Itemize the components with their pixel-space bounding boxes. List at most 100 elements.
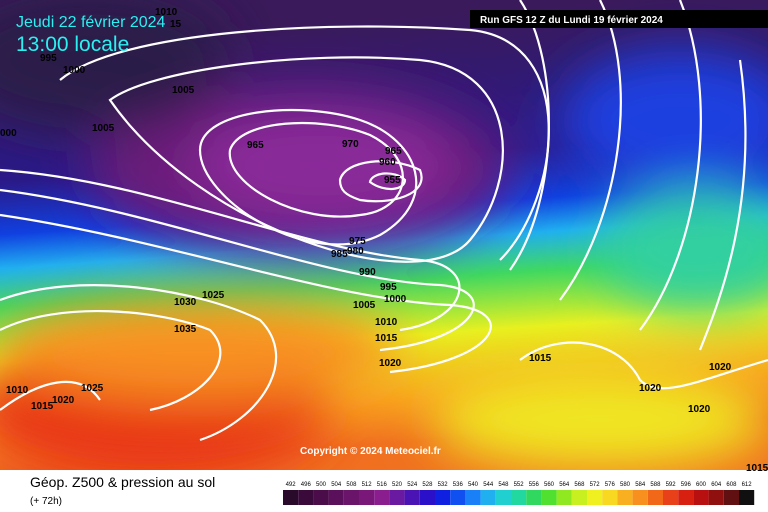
scale-swatch [283, 490, 299, 505]
scale-swatch [617, 490, 633, 505]
scale-swatch [419, 490, 435, 505]
scale-swatch [587, 490, 603, 505]
scale-label: 612 [742, 482, 753, 488]
isobar-label: 1015 [529, 353, 552, 364]
isobar-label: 1025 [202, 290, 225, 301]
scale-swatch [495, 490, 511, 505]
isobar-label: 1000 [384, 294, 407, 305]
time: 13:00 locale [16, 33, 129, 56]
isobar-label: 1000 [63, 65, 86, 76]
isobar-label: 1020 [52, 395, 75, 406]
scale-label: 532 [438, 482, 449, 488]
copyright: Copyright © 2024 Meteociel.fr [300, 446, 441, 457]
isobar-label: 960 [379, 157, 396, 168]
scale-swatch [571, 490, 587, 505]
scale-label: 596 [681, 482, 692, 488]
scale-swatch [511, 490, 527, 505]
scale-swatch [374, 490, 390, 505]
scale-label: 536 [453, 482, 464, 488]
scale-swatch [693, 490, 709, 505]
isobar-label: 1015 [375, 333, 398, 344]
isobar-label: 955 [384, 175, 401, 186]
isobar-label: 965 [385, 146, 402, 157]
scale-swatch [678, 490, 694, 505]
scale-label: 608 [726, 482, 737, 488]
run-box [470, 10, 768, 28]
scale-label: 544 [483, 482, 494, 488]
isobar-label: 1005 [92, 123, 115, 134]
scale-label: 512 [362, 482, 373, 488]
scale-swatch [343, 490, 359, 505]
scale-label: 500 [316, 482, 327, 488]
scale-label: 508 [346, 482, 357, 488]
scale-label: 540 [468, 482, 479, 488]
isobar-label: 1005 [172, 85, 195, 96]
scale-swatch [723, 490, 739, 505]
isobar-label: 1020 [688, 404, 711, 415]
scale-swatch [663, 490, 679, 505]
scale-label: 572 [590, 482, 601, 488]
scale-swatch [632, 490, 648, 505]
scale-swatch [298, 490, 314, 505]
scale-swatch [313, 490, 329, 505]
isobar-label: 1020 [379, 358, 402, 369]
scale-label: 600 [696, 482, 707, 488]
scale-label: 584 [635, 482, 646, 488]
isobar-label: 1010 [375, 317, 398, 328]
scale-swatch [602, 490, 618, 505]
isobar-label: 980 [347, 246, 364, 257]
scale-label: 528 [422, 482, 433, 488]
scale-swatch [541, 490, 557, 505]
scale-label: 588 [650, 482, 661, 488]
scale-label: 548 [498, 482, 509, 488]
scale-label: 568 [574, 482, 585, 488]
footer-lead: (+ 72h) [30, 496, 62, 507]
isobar-label: 1015 [746, 463, 768, 474]
scale-label: 592 [666, 482, 677, 488]
isobar-label: 1030 [174, 297, 197, 308]
scale-swatch [526, 490, 542, 505]
isobar-label: 000 [0, 128, 17, 139]
scale-label: 496 [301, 482, 312, 488]
isobar-label: 1010 [6, 385, 29, 396]
isobar-label: 995 [380, 282, 397, 293]
isobar-label: 1020 [639, 383, 662, 394]
scale-label: 580 [620, 482, 631, 488]
scale-swatch [480, 490, 496, 505]
scale-label: 556 [529, 482, 540, 488]
date: Jeudi 22 février 2024 [16, 14, 166, 31]
isobar-label: 1015 [31, 401, 54, 412]
scale-label: 552 [514, 482, 525, 488]
scale-swatch [359, 490, 375, 505]
scale-label: 524 [407, 482, 418, 488]
isobar-label: 985 [331, 249, 348, 260]
isobar-label: 995 [40, 53, 57, 64]
isobar-label: 970 [342, 139, 359, 150]
scale-label: 520 [392, 482, 403, 488]
run: Run GFS 12 Z du Lundi 19 février 2024 [480, 15, 663, 26]
footer-title: Géop. Z500 & pression au sol [30, 474, 215, 490]
isobar-label: 965 [247, 140, 264, 151]
isobars [0, 0, 768, 440]
scale-swatch [708, 490, 724, 505]
scale-label: 564 [559, 482, 570, 488]
scale-swatch [435, 490, 451, 505]
scale-swatch [556, 490, 572, 505]
scale-label: 504 [331, 482, 342, 488]
scale-swatch [404, 490, 420, 505]
scale-swatch [389, 490, 405, 505]
isobar-label: 15 [170, 19, 182, 30]
isobar-label: 1010 [155, 7, 178, 18]
scale-label: 492 [286, 482, 297, 488]
scale-label: 516 [377, 482, 388, 488]
isobar-label: 1035 [174, 324, 197, 335]
scale-label: 604 [711, 482, 722, 488]
isobar-label: 1020 [709, 362, 732, 373]
scale-label: 560 [544, 482, 555, 488]
isobar-label: 1005 [353, 300, 376, 311]
isobar-label: 1025 [81, 383, 104, 394]
scale-label: 576 [605, 482, 616, 488]
isobar-label: 975 [349, 236, 366, 247]
scale-swatch [465, 490, 481, 505]
